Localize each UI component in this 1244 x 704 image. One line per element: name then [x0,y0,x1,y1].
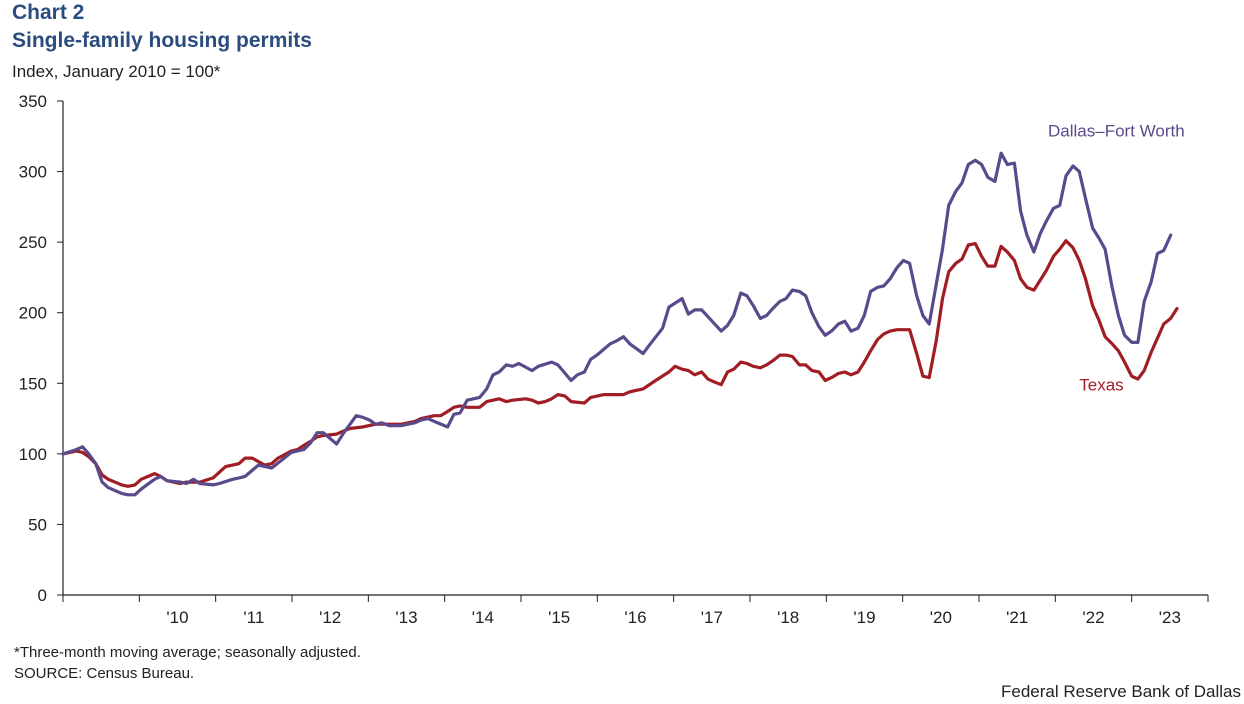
series-line-dallas-fort-worth [61,151,1173,497]
x-tick-label: '21 [1006,608,1028,627]
y-tick-label: 350 [19,92,47,111]
x-tick-label: '10 [166,608,188,627]
x-tick-label: '19 [853,608,875,627]
axes: 0 50 100 150 200 250 300 350 '10 '11 '12 '13 '14 '15 '… [19,92,1209,627]
x-tick-label: '20 [930,608,952,627]
x-tick-label: '17 [701,608,723,627]
x-tick-label: '22 [1082,608,1104,627]
footnote: *Three-month moving average; seasonally … [14,644,361,661]
chart-number: Chart 2 [12,1,85,24]
y-axis-unit-label: Index, January 2010 = 100* [12,62,221,81]
series-lines [61,151,1179,497]
y-tick-label: 100 [19,445,47,464]
y-tick-label: 50 [28,515,47,534]
series-label: Dallas–Fort Worth [1048,121,1185,140]
credit-line: Federal Reserve Bank of Dallas [1000,682,1241,701]
x-tick-label: '15 [548,608,570,627]
line-chart: 0 50 100 150 200 250 300 350 '10 '11 '12 '13 '14 '15 '… [19,92,1209,627]
x-tick-label: '14 [472,608,494,627]
x-tick-label: '16 [624,608,646,627]
chart-title: Single-family housing permits [12,29,312,52]
series-label: Texas [1079,375,1123,394]
x-tick-label: '18 [777,608,799,627]
y-tick-label: 0 [38,586,47,605]
y-tick-label: 150 [19,374,47,393]
y-tick-label: 300 [19,163,47,182]
x-tick-label: '23 [1159,608,1181,627]
x-tick-label: '12 [319,608,341,627]
x-tick-label: '13 [395,608,417,627]
y-tick-label: 250 [19,233,47,252]
series-line-texas [61,239,1179,488]
x-tick-label: '11 [243,608,264,627]
y-tick-label: 200 [19,304,47,323]
series-labels: Dallas–Fort Worth Texas [1048,121,1185,394]
source-note: SOURCE: Census Bureau. [14,665,195,682]
